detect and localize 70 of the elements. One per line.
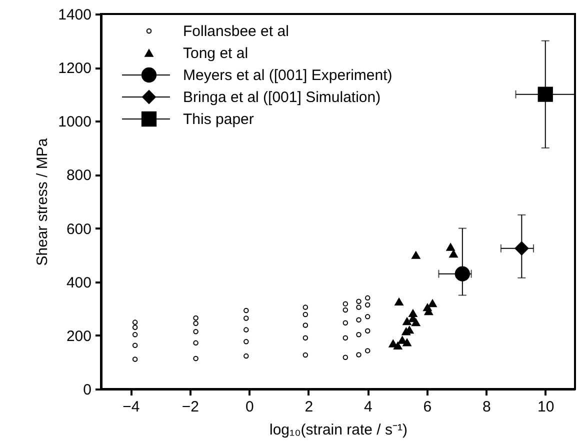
x-tick-label: 4: [364, 398, 372, 416]
y-tick-label: 400: [66, 274, 92, 292]
y-tick-label: 200: [66, 328, 92, 345]
legend-label: Bringa et al ([001] Simulation): [183, 89, 381, 106]
point: [193, 340, 198, 346]
point: [412, 251, 420, 259]
point: [132, 356, 138, 362]
x-tick-label: 6: [423, 398, 432, 416]
point: [446, 243, 455, 251]
x-axis-title: log₁₀(strain rate / s⁻¹): [270, 422, 408, 438]
point: [244, 327, 249, 332]
legend-label: This paper: [183, 111, 254, 128]
point: [193, 315, 198, 321]
point: [454, 266, 470, 282]
point: [449, 250, 458, 258]
point: [132, 324, 138, 330]
x-tick-label: 10: [538, 398, 554, 416]
x-tick-label: −4: [122, 398, 140, 416]
point: [132, 332, 138, 338]
point: [244, 353, 249, 359]
point: [193, 329, 198, 334]
point: [538, 86, 553, 102]
point: [342, 301, 348, 306]
legend-label: Meyers et al ([001] Experiment): [183, 67, 392, 84]
y-tick-label: 600: [66, 220, 92, 238]
point: [402, 328, 411, 336]
point: [356, 317, 362, 323]
point: [356, 352, 362, 358]
point: [388, 340, 398, 348]
point: [193, 356, 198, 362]
point: [302, 312, 308, 318]
legend-label: Follansbee et al: [183, 23, 289, 40]
x-tick-label: 0: [245, 398, 254, 416]
point: [365, 302, 370, 308]
point: [342, 307, 348, 313]
point: [244, 308, 249, 314]
point: [394, 298, 404, 306]
point: [302, 335, 308, 340]
legend-label: Tong et al: [183, 45, 248, 62]
point: [302, 322, 308, 328]
point: [356, 332, 362, 338]
y-axis-title: Shear stress / MPa: [34, 138, 52, 266]
point: [402, 338, 412, 346]
y-tick-label: 0: [83, 382, 92, 398]
point: [342, 354, 348, 360]
point: [244, 338, 249, 344]
y-tick-label: 1200: [58, 60, 92, 78]
point: [302, 304, 308, 310]
point: [365, 314, 370, 320]
y-tick-label: 1000: [58, 114, 92, 131]
point: [356, 298, 362, 304]
point: [193, 320, 198, 326]
x-tick-label: 8: [482, 398, 491, 416]
y-tick-label: 1400: [58, 6, 92, 24]
point: [132, 342, 138, 348]
x-tick-label: 2: [304, 398, 314, 416]
point: [365, 348, 370, 354]
x-tick-label: −2: [182, 398, 199, 416]
point: [356, 304, 362, 310]
point: [428, 299, 437, 308]
y-tick-label: 800: [66, 167, 92, 184]
point: [342, 335, 348, 340]
point: [244, 316, 249, 321]
point: [132, 320, 138, 325]
point: [342, 320, 348, 326]
point: [365, 328, 370, 334]
point: [402, 317, 412, 326]
point: [514, 241, 529, 256]
point: [302, 352, 308, 358]
point: [365, 295, 370, 301]
